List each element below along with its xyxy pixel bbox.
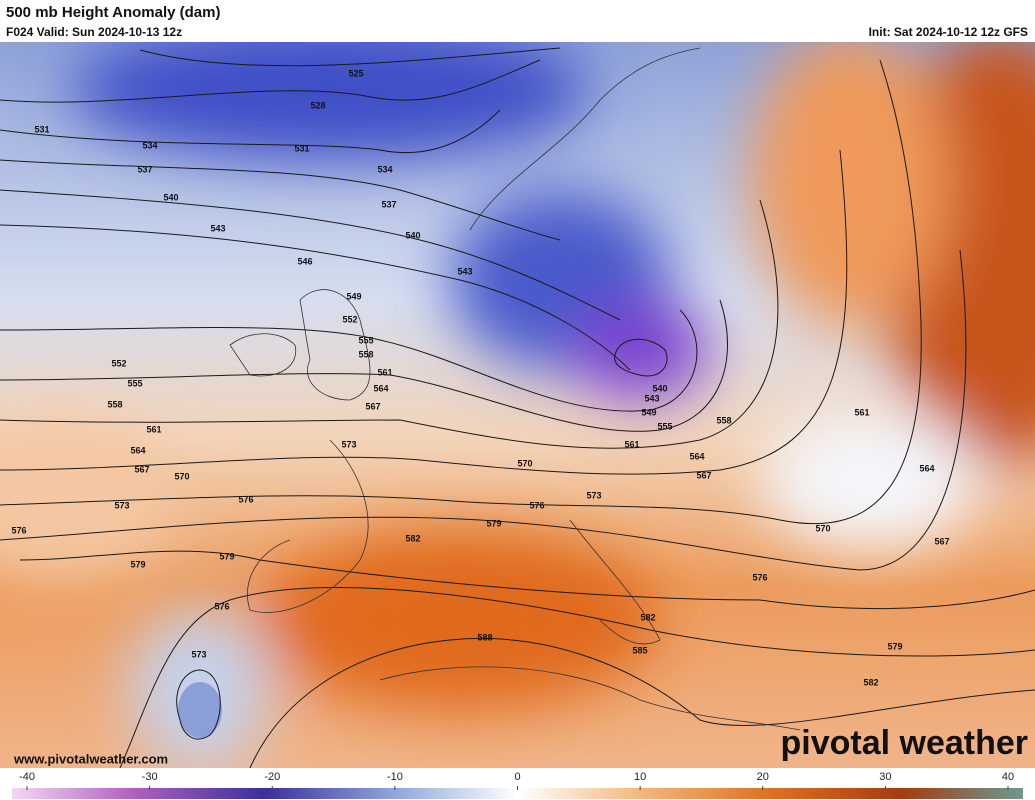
init-time: Init: Sat 2024-10-12 12z GFS	[869, 25, 1028, 39]
contour-label: 558	[716, 415, 731, 425]
contour-label: 582	[405, 533, 420, 543]
contour-label: 555	[127, 378, 142, 388]
colorbar-tick-label: -10	[387, 771, 403, 783]
contour-label: 540	[652, 383, 667, 393]
contour-label: 531	[294, 143, 309, 153]
colorbar-tick-label: 10	[634, 771, 646, 783]
contour-label: 561	[146, 424, 161, 434]
contour-label: 552	[342, 314, 357, 324]
contour-label: 555	[358, 335, 373, 345]
contour-label: 555	[657, 421, 672, 431]
contour-label: 543	[210, 223, 225, 233]
contour-label: 576	[752, 572, 767, 582]
contour-label: 564	[130, 445, 145, 455]
contour-label: 537	[137, 164, 152, 174]
contour-label: 540	[163, 192, 178, 202]
contour-label: 579	[130, 559, 145, 569]
contour-label: 570	[517, 458, 532, 468]
contour-label: 576	[238, 494, 253, 504]
contour-label: 549	[641, 407, 656, 417]
colorbar-tick-label: -20	[264, 771, 280, 783]
valid-time: F024 Valid: Sun 2024-10-13 12z	[6, 25, 182, 39]
colorbar-tick-label: 30	[879, 771, 891, 783]
logo: pivotal weather	[780, 724, 1028, 762]
colorbar-tick-label: -40	[19, 771, 35, 783]
colorbar-tick-label: 20	[757, 771, 769, 783]
contour-label: 561	[624, 439, 639, 449]
contour-label: 540	[405, 230, 420, 240]
website: www.pivotalweather.com	[13, 751, 168, 766]
contour-label: 573	[191, 649, 206, 659]
contour-label: 588	[477, 632, 492, 642]
contour-label: 543	[644, 393, 659, 403]
contour-label: 582	[863, 677, 878, 687]
contour-label: 576	[214, 601, 229, 611]
colorbar	[12, 788, 1023, 799]
contour-label: 543	[457, 266, 472, 276]
map	[0, 42, 1035, 768]
contour-label: 582	[640, 612, 655, 622]
contour-label: 585	[632, 645, 647, 655]
colorbar-tick-label: 0	[514, 771, 520, 783]
contour-label: 579	[887, 641, 902, 651]
colorbar-tick-label: 40	[1002, 771, 1014, 783]
contour-label: 573	[586, 490, 601, 500]
contour-label: 570	[174, 471, 189, 481]
contour-label: 576	[11, 525, 26, 535]
contour-label: 564	[689, 451, 704, 461]
contour-label: 573	[341, 439, 356, 449]
contour-label: 552	[111, 358, 126, 368]
contour-label: 564	[373, 383, 388, 393]
contour-label: 558	[107, 399, 122, 409]
contour-label: 570	[815, 523, 830, 533]
contour-label: 567	[134, 464, 149, 474]
title: 500 mb Height Anomaly (dam)	[6, 4, 220, 21]
contour-label: 558	[358, 349, 373, 359]
contour-label: 534	[377, 164, 392, 174]
contour-label: 561	[854, 407, 869, 417]
contour-label: 549	[346, 291, 361, 301]
contour-label: 537	[381, 199, 396, 209]
contour-label: 546	[297, 256, 312, 266]
contour-label: 531	[34, 124, 49, 134]
contour-label: 573	[114, 500, 129, 510]
contour-label: 528	[310, 100, 325, 110]
contour-label: 561	[377, 367, 392, 377]
contour-label: 525	[348, 68, 363, 78]
colorbar-tick-label: -30	[142, 771, 158, 783]
contour-label: 567	[365, 401, 380, 411]
contour-label: 567	[934, 536, 949, 546]
contour-label: 576	[529, 500, 544, 510]
contour-label: 579	[486, 518, 501, 528]
contour-label: 534	[142, 140, 157, 150]
contour-label: 579	[219, 551, 234, 561]
contour-label: 567	[696, 470, 711, 480]
contour-label: 564	[919, 463, 934, 473]
